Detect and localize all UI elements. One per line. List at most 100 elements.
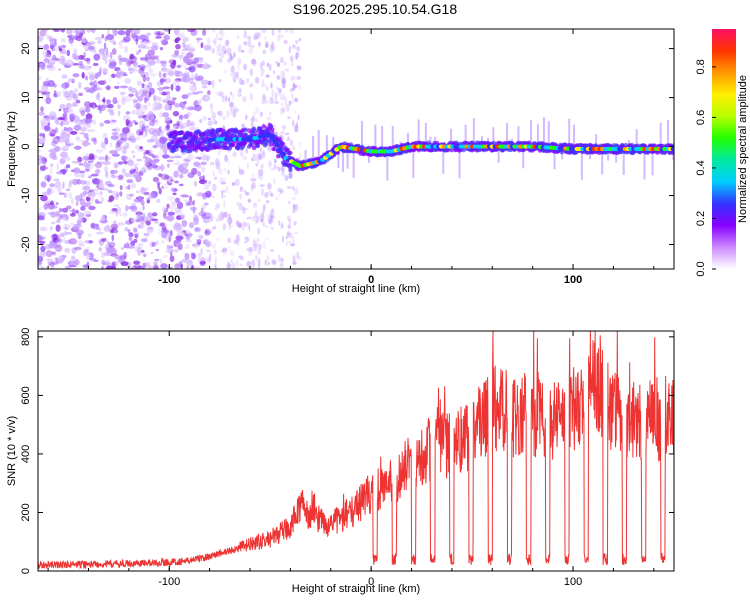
- speckle-blob: [191, 167, 198, 175]
- speckle-blob: [85, 168, 90, 172]
- speckle-blob: [38, 90, 43, 93]
- speckle-blob: [194, 104, 202, 112]
- speckle-blob: [292, 257, 297, 264]
- speckle-blob: [193, 57, 200, 64]
- speckle-blob: [252, 240, 257, 247]
- speckle-blob: [254, 76, 260, 84]
- speckle-blob: [38, 234, 43, 242]
- speckle-blob: [106, 34, 115, 41]
- speckle-blob: [39, 251, 46, 258]
- speckle-blob: [94, 36, 103, 41]
- speckle-blob: [224, 69, 227, 74]
- speckle-blob: [90, 137, 97, 142]
- speckle-blob: [169, 205, 177, 211]
- speckle-blob: [54, 145, 61, 152]
- speckle-blob: [168, 69, 174, 76]
- speckle-blob: [111, 128, 118, 132]
- spectral-streak: [492, 127, 495, 147]
- speckle-blob: [222, 211, 228, 218]
- speckle-blob: [55, 90, 62, 98]
- speckle-blob: [237, 44, 242, 53]
- speckle-blob: [135, 102, 141, 110]
- speckle-blob: [94, 199, 99, 204]
- speckle-blob: [190, 206, 197, 212]
- speckle-blob: [64, 81, 67, 89]
- speckle-blob: [175, 235, 184, 241]
- speckle-blob: [91, 159, 95, 163]
- speckle-blob: [179, 260, 183, 265]
- speckle-blob: [44, 125, 51, 132]
- ridge-blob: [272, 146, 277, 152]
- speckle-blob: [138, 120, 146, 128]
- speckle-blob: [195, 239, 202, 242]
- speckle-blob: [250, 157, 255, 162]
- ridge-blob: [635, 143, 641, 148]
- speckle-blob: [194, 265, 201, 269]
- speckle-blob: [164, 117, 173, 125]
- spectral-streak: [472, 118, 475, 147]
- speckle-blob: [60, 120, 64, 127]
- speckle-blob: [78, 139, 85, 143]
- speckle-blob: [289, 139, 293, 147]
- speckle-blob: [228, 221, 232, 228]
- speckle-blob: [157, 133, 161, 137]
- colorbar-tick-label: 0.8: [695, 59, 707, 74]
- speckle-blob: [257, 152, 262, 159]
- speckle-blob: [124, 45, 128, 54]
- speckle-blob: [38, 259, 43, 266]
- speckle-blob: [261, 100, 266, 105]
- speckle-blob: [140, 250, 145, 253]
- speckle-blob: [166, 159, 174, 163]
- speckle-blob: [93, 84, 99, 88]
- speckle-blob: [38, 149, 42, 153]
- speckle-blob: [133, 29, 141, 35]
- speckle-blob: [270, 227, 274, 230]
- speckle-blob: [83, 51, 86, 58]
- speckle-blob: [232, 151, 237, 158]
- speckle-blob: [88, 74, 96, 81]
- speckle-blob: [254, 118, 259, 123]
- speckle-blob: [124, 157, 132, 160]
- speckle-blob: [162, 73, 167, 78]
- speckle-blob: [128, 236, 133, 241]
- speckle-blob: [137, 195, 143, 203]
- speckle-blob: [39, 165, 46, 172]
- speckle-blob: [85, 113, 93, 120]
- speckle-blob: [274, 165, 279, 169]
- speckle-blob: [125, 29, 131, 37]
- speckle-blob: [120, 94, 125, 100]
- speckle-blob: [110, 73, 116, 78]
- speckle-blob: [176, 64, 182, 69]
- speckle-blob: [137, 223, 145, 229]
- speckle-blob: [59, 158, 66, 165]
- speckle-blob: [113, 150, 118, 155]
- speckle-blob: [290, 75, 295, 82]
- speckle-blob: [173, 162, 181, 166]
- spectral-streak: [568, 118, 571, 149]
- speckle-blob: [95, 170, 100, 174]
- speckle-blob: [79, 180, 87, 185]
- speckle-blob: [246, 261, 252, 268]
- speckle-blob: [106, 99, 111, 105]
- speckle-blob: [212, 40, 216, 43]
- speckle-blob: [51, 251, 56, 255]
- speckle-blob: [166, 176, 174, 180]
- speckle-blob: [238, 166, 241, 175]
- speckle-blob: [255, 254, 259, 261]
- speckle-blob: [48, 263, 52, 267]
- ridge-blob: [280, 141, 286, 147]
- speckle-blob: [258, 168, 264, 177]
- speckle-blob: [124, 172, 131, 178]
- speckle-blob: [187, 200, 195, 206]
- speckle-blob: [220, 181, 227, 185]
- speckle-blob: [258, 243, 262, 250]
- speckle-blob: [87, 191, 95, 199]
- speckle-blob: [280, 262, 283, 267]
- speckle-blob: [218, 48, 221, 53]
- speckle-blob: [58, 47, 63, 52]
- speckle-blob: [256, 237, 259, 242]
- speckle-blob: [117, 161, 124, 165]
- speckle-blob: [144, 97, 147, 104]
- speckle-blob: [252, 178, 257, 182]
